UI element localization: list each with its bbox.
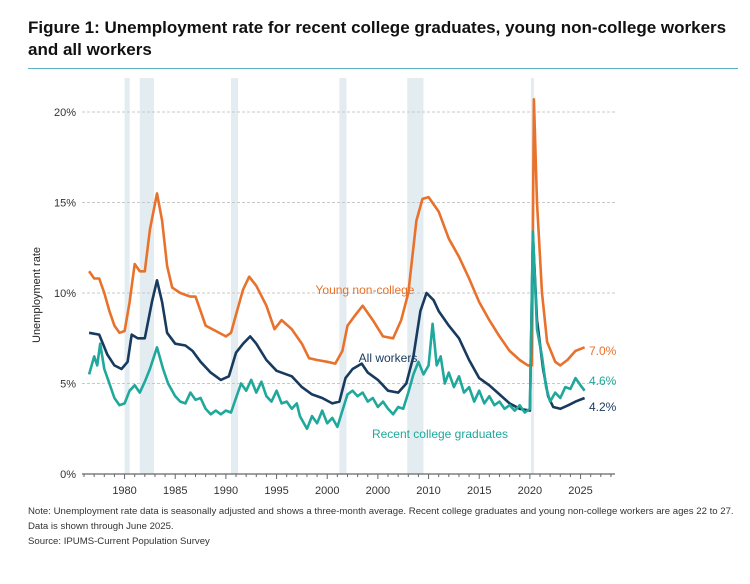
series-line-young-non-college	[88, 98, 586, 367]
series-label: All workers	[359, 351, 418, 365]
x-tick-label: 1980	[112, 485, 136, 497]
x-tick-label: 2000	[366, 485, 390, 497]
figure-title: Figure 1: Unemployment rate for recent c…	[28, 18, 727, 59]
x-tick-label: 2000	[315, 485, 339, 497]
recession-band	[339, 78, 347, 474]
series-line-recent-college-graduates	[87, 230, 586, 431]
recession-band	[139, 78, 154, 474]
x-tick-label: 1990	[214, 485, 238, 497]
recession-band	[407, 78, 424, 474]
x-tick-label: 2020	[518, 485, 542, 497]
chart-source: Source: IPUMS-Current Population Survey	[28, 536, 210, 547]
y-tick-label: 10%	[54, 288, 76, 300]
x-tick-label: 2015	[467, 485, 491, 497]
series-line-all-workers	[88, 233, 586, 412]
chart-notes: Note: Unemployment rate data is seasonal…	[28, 504, 740, 549]
chart-note: Note: Unemployment rate data is seasonal…	[28, 506, 734, 532]
y-tick-label: 0%	[60, 469, 76, 481]
x-tick-label: 1985	[163, 485, 187, 497]
x-tick-label: 2025	[568, 485, 592, 497]
y-tick-label: 20%	[54, 107, 76, 119]
x-tick-label: 2010	[416, 485, 440, 497]
end-value-label: 4.2%	[589, 400, 617, 414]
y-axis-label: Unemployment rate	[31, 247, 43, 343]
x-tick-label: 1995	[264, 485, 288, 497]
end-value-label: 4.6%	[589, 374, 617, 388]
title-divider	[28, 68, 738, 69]
recession-band	[230, 78, 239, 474]
recession-band	[124, 78, 130, 474]
y-tick-label: 15%	[54, 198, 76, 210]
y-tick-label: 5%	[60, 379, 76, 391]
series-label: Young non-college	[316, 283, 415, 297]
end-value-label: 7.0%	[589, 344, 617, 358]
series-label: Recent college graduates	[372, 427, 508, 441]
